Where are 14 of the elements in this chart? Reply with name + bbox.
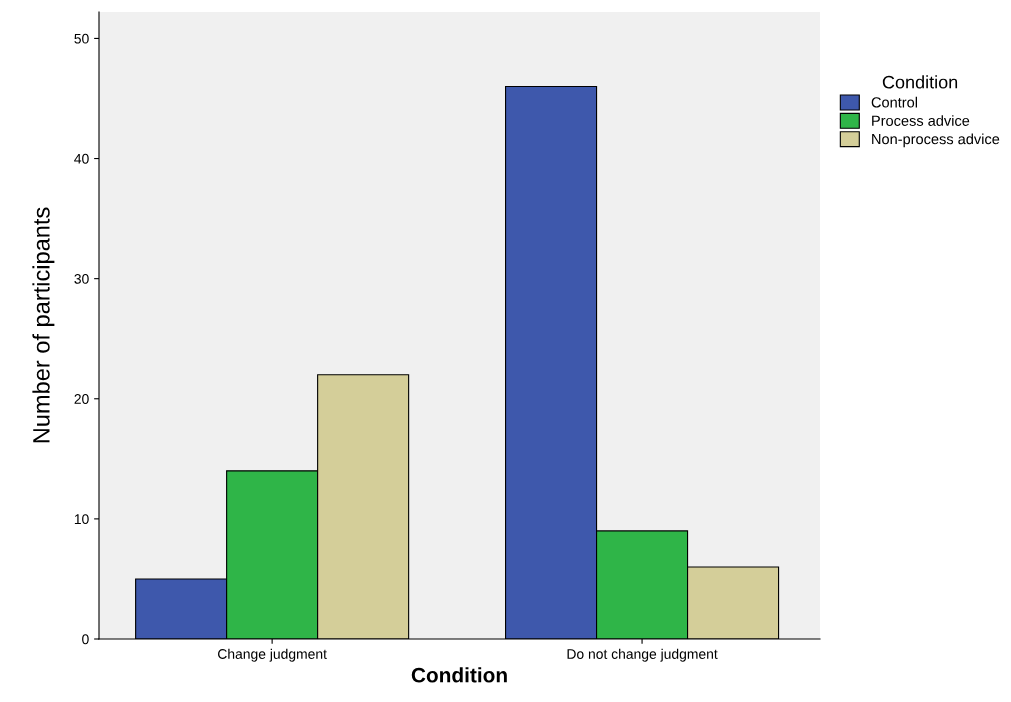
y-tick-label: 40 bbox=[74, 153, 89, 164]
y-tick-label: 50 bbox=[74, 33, 89, 44]
y-tick-label: 0 bbox=[82, 634, 89, 645]
x-tick-label: Do not change judgment bbox=[567, 648, 718, 662]
y-tick-label: 30 bbox=[74, 273, 89, 284]
y-tick-label: 20 bbox=[74, 394, 89, 404]
legend-title: Condition bbox=[882, 75, 958, 89]
y-axis-title: Number of participants bbox=[32, 207, 55, 443]
legend-label: Control bbox=[871, 96, 917, 108]
x-tick-label: Change judgment bbox=[218, 648, 327, 662]
y-tick-label: 10 bbox=[74, 514, 89, 525]
legend-label: Process advice bbox=[872, 115, 970, 126]
legend-label: Non-process advice bbox=[872, 133, 1000, 148]
x-axis-title: Condition bbox=[411, 667, 507, 683]
